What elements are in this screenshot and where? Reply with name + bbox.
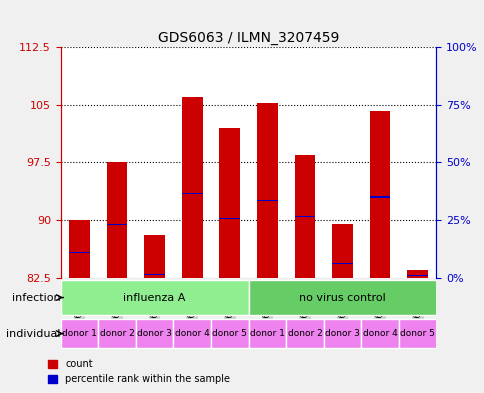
FancyBboxPatch shape <box>211 319 248 348</box>
Text: donor 1: donor 1 <box>62 329 97 338</box>
Text: donor 4: donor 4 <box>174 329 209 338</box>
Bar <box>144 274 165 275</box>
FancyBboxPatch shape <box>361 319 398 348</box>
Bar <box>69 220 90 278</box>
FancyBboxPatch shape <box>98 319 136 348</box>
Bar <box>332 224 352 278</box>
Bar <box>182 193 202 194</box>
Bar <box>407 270 427 278</box>
Text: no virus control: no virus control <box>299 292 385 303</box>
Bar <box>106 224 127 225</box>
Bar <box>332 263 352 264</box>
Text: donor 4: donor 4 <box>362 329 397 338</box>
Text: donor 1: donor 1 <box>249 329 284 338</box>
Text: donor 3: donor 3 <box>137 329 172 338</box>
Bar <box>369 111 390 278</box>
Bar <box>219 218 240 219</box>
Text: donor 5: donor 5 <box>399 329 434 338</box>
Bar <box>69 252 90 253</box>
Title: GDS6063 / ILMN_3207459: GDS6063 / ILMN_3207459 <box>158 31 338 45</box>
Bar <box>257 103 277 278</box>
Bar <box>106 162 127 278</box>
Bar <box>144 235 165 278</box>
FancyBboxPatch shape <box>286 319 323 348</box>
Bar <box>182 97 202 278</box>
Legend: count, percentile rank within the sample: count, percentile rank within the sample <box>44 356 233 388</box>
Bar <box>294 216 315 217</box>
Text: donor 2: donor 2 <box>287 329 322 338</box>
Bar <box>294 155 315 278</box>
FancyBboxPatch shape <box>173 319 211 348</box>
Bar <box>407 275 427 276</box>
Text: influenza A: influenza A <box>123 292 185 303</box>
FancyBboxPatch shape <box>136 319 173 348</box>
Text: infection: infection <box>12 292 61 303</box>
Bar <box>369 196 390 198</box>
Text: individual: individual <box>6 329 60 338</box>
FancyBboxPatch shape <box>323 319 361 348</box>
Text: donor 5: donor 5 <box>212 329 247 338</box>
Bar <box>219 128 240 278</box>
Text: donor 3: donor 3 <box>324 329 359 338</box>
Bar <box>257 200 277 202</box>
FancyBboxPatch shape <box>398 319 436 348</box>
FancyBboxPatch shape <box>248 319 286 348</box>
Text: donor 2: donor 2 <box>99 329 134 338</box>
FancyBboxPatch shape <box>60 319 98 348</box>
FancyBboxPatch shape <box>248 280 436 315</box>
FancyBboxPatch shape <box>60 280 248 315</box>
